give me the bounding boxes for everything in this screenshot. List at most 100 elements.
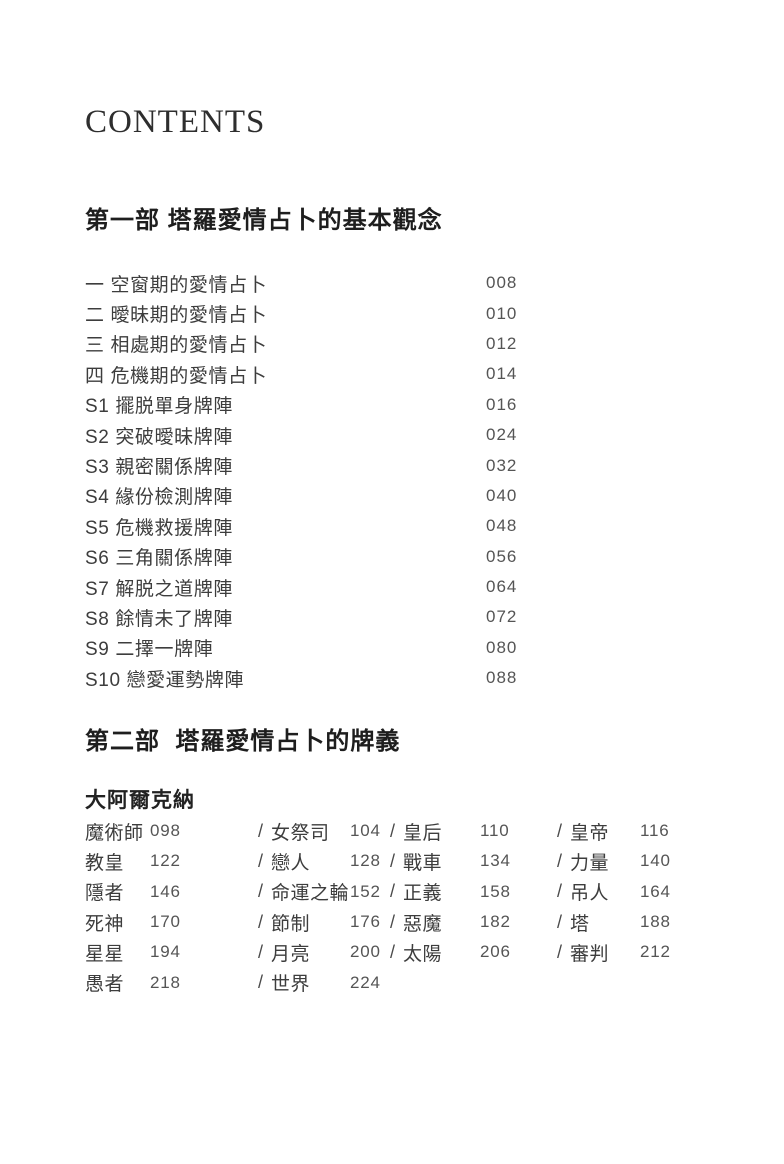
arcana-card-name: 吊人 bbox=[570, 883, 610, 905]
toc-row: S5 危機救援牌陣 048 bbox=[85, 511, 715, 541]
arcana-card-cell: / 吊人 bbox=[557, 878, 640, 905]
arcana-card-page: 212 bbox=[640, 942, 671, 962]
arcana-card-page: 098 bbox=[150, 821, 181, 841]
arcana-card-name: 皇帝 bbox=[570, 822, 610, 844]
slash-separator: / bbox=[258, 911, 264, 932]
major-arcana-heading: 大阿爾克納 bbox=[85, 789, 195, 812]
slash-separator: / bbox=[557, 941, 563, 962]
toc-row: 四 危機期的愛情占卜 014 bbox=[85, 359, 715, 389]
arcana-card-page: 182 bbox=[480, 912, 511, 932]
arcana-row: 星星 194 / 月亮 200 / 太陽 206 / 審判 212 bbox=[85, 937, 745, 967]
arcana-card-page: 122 bbox=[150, 851, 181, 871]
arcana-card-name: 月亮 bbox=[271, 943, 311, 965]
part1-heading: 第一部 塔羅愛情占卜的基本觀念 bbox=[85, 207, 443, 234]
toc-row: S4 緣份檢測牌陣 040 bbox=[85, 481, 715, 511]
slash-separator: / bbox=[258, 941, 264, 962]
part1-toc-list: 一 空窗期的愛情占卜 008 二 曖昧期的愛情占卜 010 三 相處期的愛情占卜… bbox=[85, 268, 715, 693]
arcana-card-page: 224 bbox=[350, 972, 381, 992]
toc-item-label: 一 空窗期的愛情占卜 bbox=[85, 274, 268, 296]
arcana-card-name: 正義 bbox=[403, 883, 443, 905]
arcana-card-page: 134 bbox=[480, 851, 511, 871]
arcana-card-name: 女祭司 bbox=[271, 822, 330, 844]
arcana-card-page: 116 bbox=[640, 821, 670, 841]
toc-item-page: 088 bbox=[486, 668, 518, 688]
arcana-card-cell: / 正義 bbox=[390, 878, 480, 905]
toc-item-label: S10 戀愛運勢牌陣 bbox=[85, 669, 245, 691]
toc-item-label: 三 相處期的愛情占卜 bbox=[85, 335, 268, 357]
slash-separator: / bbox=[390, 881, 396, 902]
toc-row: S6 三角關係牌陣 056 bbox=[85, 542, 715, 572]
arcana-card-name: 世界 bbox=[271, 974, 311, 996]
arcana-card-page: 218 bbox=[150, 972, 181, 992]
arcana-card-cell: / 命運之輪 bbox=[258, 878, 350, 905]
arcana-card-name: 教皇 bbox=[85, 852, 125, 874]
toc-item-label: S9 二擇一牌陣 bbox=[85, 639, 214, 661]
slash-separator: / bbox=[390, 941, 396, 962]
major-arcana-table: 魔術師 098 / 女祭司 104 / 皇后 110 / 皇帝 116 教皇 122 … bbox=[85, 816, 745, 998]
arcana-card-name: 太陽 bbox=[403, 943, 443, 965]
toc-item-label: S1 擺脱單身牌陣 bbox=[85, 396, 233, 418]
arcana-row: 魔術師 098 / 女祭司 104 / 皇后 110 / 皇帝 116 bbox=[85, 816, 745, 846]
toc-item-label: S5 危機救援牌陣 bbox=[85, 517, 233, 539]
toc-item-label: S4 緣份檢測牌陣 bbox=[85, 487, 233, 509]
part2-heading: 第二部 塔羅愛情占卜的牌義 bbox=[85, 728, 401, 755]
arcana-card-name: 星星 bbox=[85, 943, 125, 965]
slash-separator: / bbox=[258, 881, 264, 902]
toc-row: S9 二擇一牌陣 080 bbox=[85, 633, 715, 663]
toc-item-page: 024 bbox=[486, 425, 518, 445]
arcana-card-page: 176 bbox=[350, 912, 381, 932]
slash-separator: / bbox=[258, 850, 264, 871]
arcana-card-cell: / 戰車 bbox=[390, 848, 480, 875]
arcana-card-page: 188 bbox=[640, 912, 671, 932]
arcana-card-name: 愚者 bbox=[85, 974, 125, 996]
arcana-card-cell: / 皇后 bbox=[390, 818, 480, 845]
arcana-card-page: 200 bbox=[350, 942, 381, 962]
toc-item-page: 072 bbox=[486, 607, 518, 627]
toc-item-label: 四 危機期的愛情占卜 bbox=[85, 365, 268, 387]
page-title: CONTENTS bbox=[85, 104, 266, 140]
arcana-card-cell: / 惡魔 bbox=[390, 909, 480, 936]
toc-row: S1 擺脱單身牌陣 016 bbox=[85, 390, 715, 420]
arcana-card-cell: / 世界 bbox=[258, 969, 350, 996]
arcana-card-name: 力量 bbox=[570, 852, 610, 874]
arcana-card-cell: / 塔 bbox=[557, 909, 640, 936]
arcana-card-page: 128 bbox=[350, 851, 381, 871]
arcana-card-name: 死神 bbox=[85, 913, 125, 935]
arcana-card-cell: / 女祭司 bbox=[258, 818, 350, 845]
toc-item-label: S6 三角關係牌陣 bbox=[85, 548, 233, 570]
toc-item-label: 二 曖昧期的愛情占卜 bbox=[85, 305, 268, 327]
toc-item-page: 012 bbox=[486, 333, 518, 353]
arcana-row: 教皇 122 / 戀人 128 / 戰車 134 / 力量 140 bbox=[85, 846, 745, 876]
toc-item-page: 064 bbox=[486, 577, 518, 597]
slash-separator: / bbox=[390, 820, 396, 841]
toc-item-page: 008 bbox=[486, 273, 518, 293]
slash-separator: / bbox=[557, 881, 563, 902]
toc-row: 二 曖昧期的愛情占卜 010 bbox=[85, 298, 715, 328]
slash-separator: / bbox=[557, 820, 563, 841]
arcana-card-cell: / 月亮 bbox=[258, 939, 350, 966]
arcana-card-cell: / 節制 bbox=[258, 909, 350, 936]
toc-item-page: 040 bbox=[486, 485, 518, 505]
arcana-card-name: 惡魔 bbox=[403, 913, 443, 935]
arcana-card-cell: / 皇帝 bbox=[557, 818, 640, 845]
arcana-card-name: 命運之輪 bbox=[271, 883, 350, 905]
slash-separator: / bbox=[258, 972, 264, 993]
toc-item-label: S3 親密關係牌陣 bbox=[85, 457, 233, 479]
arcana-card-name: 隱者 bbox=[85, 883, 125, 905]
arcana-card-page: 146 bbox=[150, 881, 181, 901]
arcana-row: 隱者 146 / 命運之輪 152 / 正義 158 / 吊人 164 bbox=[85, 877, 745, 907]
arcana-row: 死神 170 /節制 176 /惡魔 182 /塔 188 bbox=[85, 907, 745, 937]
arcana-card-name: 節制 bbox=[271, 913, 311, 935]
arcana-card-cell: / 戀人 bbox=[258, 848, 350, 875]
arcana-card-name: 皇后 bbox=[403, 822, 443, 844]
slash-separator: / bbox=[258, 820, 264, 841]
arcana-card-page: 164 bbox=[640, 881, 671, 901]
toc-item-page: 032 bbox=[486, 455, 518, 475]
toc-row: S10 戀愛運勢牌陣 088 bbox=[85, 663, 715, 693]
arcana-card-cell: / 力量 bbox=[557, 848, 640, 875]
toc-row: 三 相處期的愛情占卜 012 bbox=[85, 329, 715, 359]
arcana-card-name: 魔術師 bbox=[85, 822, 144, 844]
arcana-card-page: 140 bbox=[640, 851, 671, 871]
toc-item-page: 056 bbox=[486, 546, 518, 566]
